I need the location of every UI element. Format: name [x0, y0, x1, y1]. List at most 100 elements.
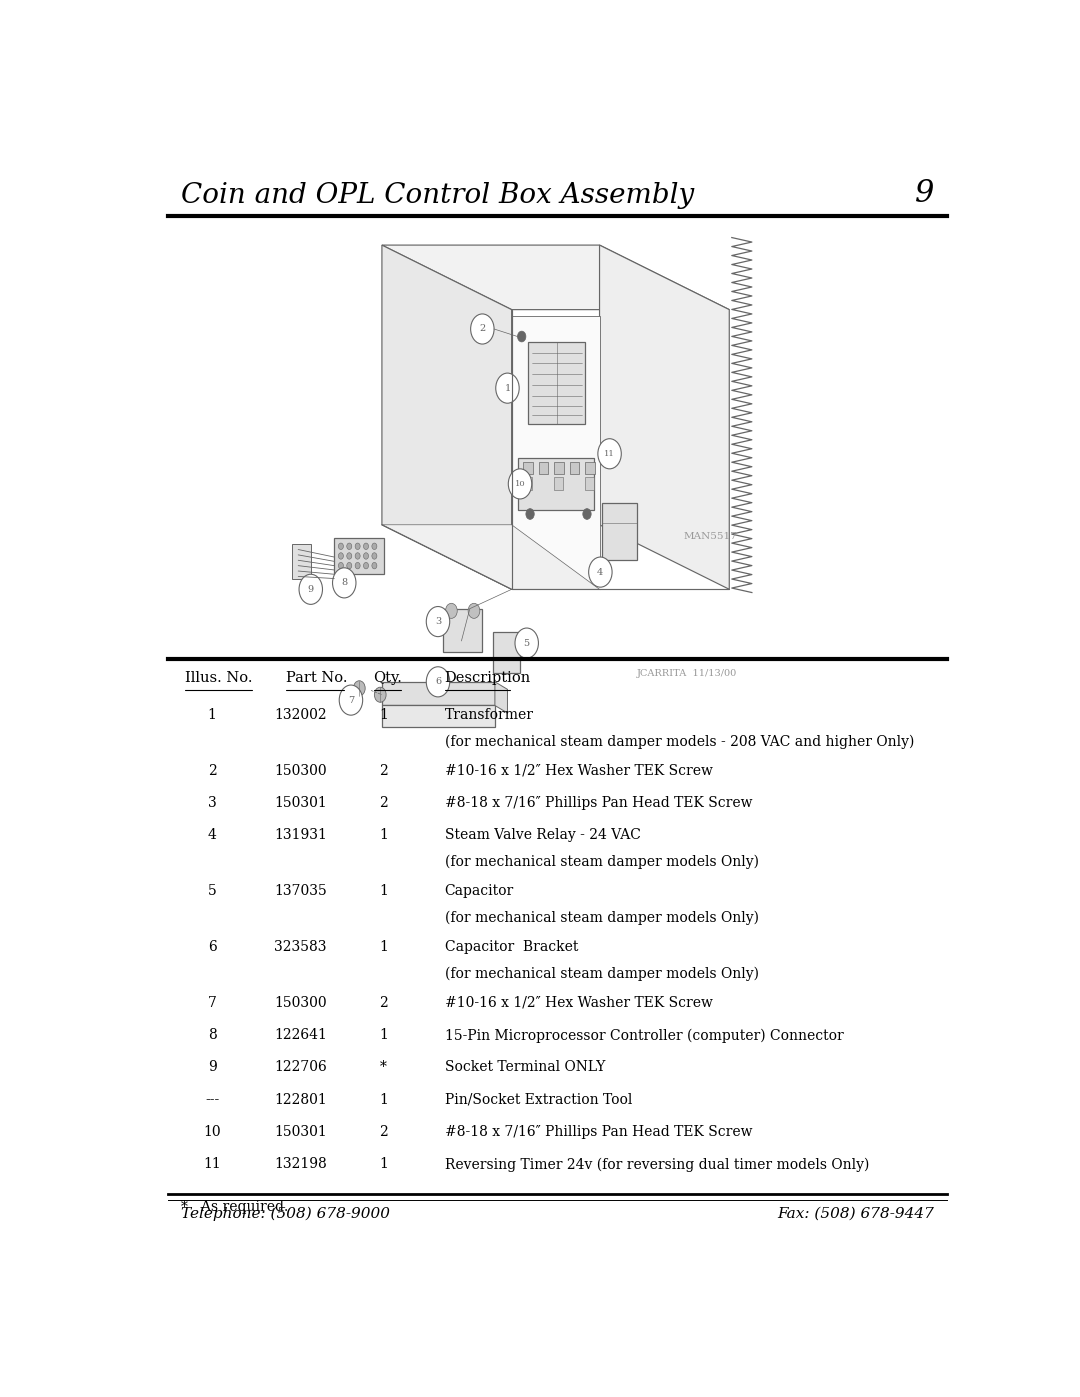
Text: 15-Pin Microprocessor Controller (computer) Connector: 15-Pin Microprocessor Controller (comput…	[445, 1028, 843, 1042]
Text: 9: 9	[308, 585, 314, 594]
Text: 1: 1	[379, 708, 388, 722]
Text: 3: 3	[435, 617, 441, 626]
Polygon shape	[524, 462, 532, 474]
Circle shape	[347, 543, 352, 549]
Circle shape	[338, 553, 343, 559]
Text: 122641: 122641	[274, 1028, 327, 1042]
Text: 11: 11	[604, 450, 615, 458]
Text: Qty.: Qty.	[374, 671, 403, 685]
Text: 1: 1	[379, 884, 388, 898]
Circle shape	[509, 469, 531, 499]
Text: Reversing Timer 24v (for reversing dual timer models Only): Reversing Timer 24v (for reversing dual …	[445, 1157, 869, 1172]
Circle shape	[468, 604, 480, 619]
Polygon shape	[512, 316, 599, 585]
Text: 2: 2	[379, 796, 388, 810]
Text: #10-16 x 1/2″ Hex Washer TEK Screw: #10-16 x 1/2″ Hex Washer TEK Screw	[445, 764, 713, 778]
Text: 8: 8	[207, 1028, 216, 1042]
Polygon shape	[334, 538, 384, 574]
Circle shape	[364, 563, 368, 569]
Circle shape	[347, 553, 352, 559]
Text: 150301: 150301	[274, 796, 327, 810]
Polygon shape	[382, 244, 729, 310]
Circle shape	[333, 567, 356, 598]
Text: Illus. No.: Illus. No.	[186, 671, 253, 685]
Text: 1: 1	[379, 940, 388, 954]
Circle shape	[338, 543, 343, 549]
Circle shape	[299, 574, 323, 605]
Circle shape	[364, 553, 368, 559]
Text: 1: 1	[379, 1092, 388, 1106]
Circle shape	[515, 629, 539, 658]
Polygon shape	[602, 503, 637, 560]
Circle shape	[446, 604, 457, 619]
Circle shape	[347, 563, 352, 569]
Text: 5: 5	[207, 884, 216, 898]
Text: 1: 1	[379, 828, 388, 842]
Text: 2: 2	[207, 764, 216, 778]
Polygon shape	[570, 462, 579, 474]
Circle shape	[338, 563, 343, 569]
Circle shape	[583, 509, 591, 520]
Text: #8-18 x 7/16″ Phillips Pan Head TEK Screw: #8-18 x 7/16″ Phillips Pan Head TEK Scre…	[445, 1125, 752, 1139]
Text: 6: 6	[435, 678, 441, 686]
Polygon shape	[382, 682, 495, 705]
Text: 11: 11	[203, 1157, 221, 1171]
Text: Part No.: Part No.	[285, 671, 347, 685]
Polygon shape	[585, 462, 594, 474]
Text: #8-18 x 7/16″ Phillips Pan Head TEK Screw: #8-18 x 7/16″ Phillips Pan Head TEK Scre…	[445, 796, 752, 810]
Text: 5: 5	[524, 638, 530, 648]
Polygon shape	[382, 525, 599, 590]
Text: Transformer: Transformer	[445, 708, 534, 722]
Circle shape	[526, 509, 535, 520]
Circle shape	[353, 680, 365, 696]
Circle shape	[471, 314, 494, 344]
Circle shape	[427, 606, 449, 637]
Text: 2: 2	[379, 764, 388, 778]
Text: 132198: 132198	[274, 1157, 327, 1171]
Polygon shape	[554, 478, 563, 490]
Text: Socket Terminal ONLY: Socket Terminal ONLY	[445, 1060, 605, 1074]
Circle shape	[427, 666, 449, 697]
Circle shape	[598, 439, 621, 469]
Polygon shape	[585, 478, 594, 490]
Text: 1: 1	[504, 384, 511, 393]
Text: 150300: 150300	[274, 996, 327, 1010]
Polygon shape	[382, 244, 512, 590]
Text: *: *	[380, 1060, 387, 1074]
Polygon shape	[495, 682, 508, 712]
Text: 10: 10	[203, 1125, 220, 1139]
Text: 4: 4	[207, 828, 216, 842]
Circle shape	[355, 563, 360, 569]
Text: 2: 2	[480, 324, 486, 334]
Text: 9: 9	[207, 1060, 216, 1074]
Text: ---: ---	[205, 1092, 219, 1106]
Polygon shape	[443, 609, 483, 651]
Text: 10: 10	[515, 481, 525, 488]
Text: 7: 7	[348, 696, 354, 704]
Text: 8: 8	[341, 578, 348, 587]
Text: 1: 1	[379, 1157, 388, 1171]
Text: 122706: 122706	[274, 1060, 327, 1074]
Text: Coin and OPL Control Box Assembly: Coin and OPL Control Box Assembly	[181, 182, 694, 208]
Polygon shape	[524, 478, 531, 490]
Text: Telephone: (508) 678-9000: Telephone: (508) 678-9000	[181, 1207, 390, 1221]
Text: 4: 4	[597, 567, 604, 577]
Polygon shape	[293, 545, 311, 578]
Text: Description: Description	[445, 671, 531, 685]
Text: Steam Valve Relay - 24 VAC: Steam Valve Relay - 24 VAC	[445, 828, 640, 842]
Text: *   As required.: * As required.	[181, 1200, 288, 1214]
Circle shape	[372, 563, 377, 569]
Text: 6: 6	[207, 940, 216, 954]
Text: Fax: (508) 678-9447: Fax: (508) 678-9447	[778, 1207, 934, 1221]
Text: 3: 3	[207, 796, 216, 810]
Circle shape	[496, 373, 519, 404]
Polygon shape	[539, 462, 548, 474]
Text: #10-16 x 1/2″ Hex Washer TEK Screw: #10-16 x 1/2″ Hex Washer TEK Screw	[445, 996, 713, 1010]
Text: 1: 1	[207, 708, 216, 722]
Circle shape	[364, 543, 368, 549]
Text: Capacitor  Bracket: Capacitor Bracket	[445, 940, 578, 954]
Text: 9: 9	[915, 177, 934, 208]
Text: (for mechanical steam damper models Only): (for mechanical steam damper models Only…	[445, 911, 758, 925]
Text: 137035: 137035	[274, 884, 327, 898]
Circle shape	[355, 543, 360, 549]
